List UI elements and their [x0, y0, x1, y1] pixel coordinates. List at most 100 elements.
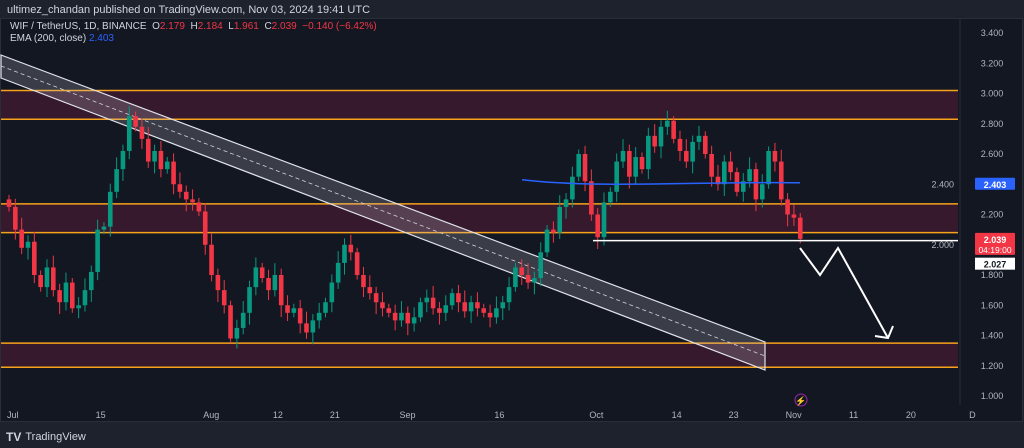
candle-body	[665, 120, 670, 127]
candle-body	[13, 206, 18, 230]
x-tick-label: Oct	[589, 410, 604, 420]
candle-body	[551, 229, 556, 233]
candle-body	[430, 297, 436, 309]
close-label: C	[264, 21, 272, 32]
ema-value: 2.403	[88, 33, 114, 44]
candle-body	[25, 241, 31, 248]
candle-body	[196, 202, 202, 212]
candle-body	[285, 305, 290, 313]
candle-body	[259, 267, 265, 279]
candle-body	[766, 150, 771, 185]
candle-body	[778, 161, 784, 200]
candle-body	[278, 275, 284, 306]
candle-body	[411, 317, 417, 324]
candle-body	[215, 275, 221, 291]
published-by: ultimez_chandan published on TradingView…	[7, 4, 371, 16]
resistance-zone	[1, 203, 958, 233]
last-price-label-bg	[975, 232, 1015, 255]
candle-body	[563, 199, 569, 207]
change-value: −0.140 (−6.42%)	[302, 21, 377, 32]
candle-body	[177, 184, 183, 192]
candle-body	[772, 150, 778, 162]
candle-body	[82, 290, 88, 306]
candle-body	[494, 308, 499, 318]
candle-body	[95, 229, 100, 272]
candle-body	[500, 302, 506, 309]
lightning-event-icon	[794, 393, 808, 407]
candle-body	[608, 191, 613, 203]
candle-body	[443, 305, 449, 313]
candle-body	[652, 135, 657, 147]
candle-body	[671, 120, 676, 139]
candle-body	[247, 287, 252, 313]
brand-name: TradingView	[25, 431, 86, 443]
x-tick-label: 15	[96, 410, 106, 420]
candle-body	[456, 293, 461, 303]
candle-body	[310, 320, 316, 333]
candle-body	[291, 308, 297, 313]
y-tick-label: 1.600	[981, 300, 1004, 310]
candle-body	[57, 290, 62, 303]
candle-body	[38, 275, 43, 288]
candle-body	[595, 214, 600, 238]
candle-body	[620, 150, 626, 162]
candle-body	[63, 282, 69, 303]
candle-body	[202, 211, 208, 245]
candle-body	[627, 150, 632, 177]
candle-body	[209, 244, 214, 275]
candle-body	[759, 184, 765, 200]
support-price-label-bg	[975, 257, 1015, 270]
candle-body	[158, 150, 164, 170]
candle-body	[532, 278, 537, 283]
candle-body	[481, 308, 487, 313]
resistance-zone	[1, 343, 958, 368]
y-tick-label: 2.400	[931, 179, 954, 189]
candle-body	[361, 275, 366, 288]
candle-body	[228, 305, 233, 339]
candle-body	[601, 202, 607, 238]
y-tick-label: 2.800	[981, 119, 1004, 129]
candle-body	[316, 312, 322, 321]
candle-body	[684, 150, 689, 162]
x-tick-label: 11	[849, 410, 858, 420]
candle-body	[544, 229, 550, 253]
countdown-label: 04:19:00	[978, 245, 1011, 255]
y-tick-label: 1.000	[981, 391, 1004, 401]
candle-body	[190, 199, 195, 203]
symbol[interactable]: WIF / TetherUS, 1D, BINANCE	[10, 21, 147, 32]
candle-body	[633, 157, 638, 177]
candle-body	[70, 282, 75, 309]
candle-body	[405, 312, 411, 324]
candle-body	[487, 312, 493, 318]
candle-body	[582, 154, 588, 182]
ema-price-label: 2.403	[984, 180, 1007, 190]
open-value: 2.179	[159, 21, 185, 32]
candle-body	[323, 302, 328, 313]
candle-body	[171, 161, 176, 185]
candle-body	[221, 290, 227, 306]
y-tick-label: 1.400	[981, 331, 1004, 341]
candle-body	[145, 138, 151, 162]
candle-body	[791, 214, 797, 218]
candle-body	[525, 275, 531, 283]
candle-body	[753, 169, 759, 200]
x-tick-label: 23	[729, 410, 739, 420]
x-tick-label: 21	[330, 410, 340, 420]
support-price-label: 2.027	[984, 260, 1007, 270]
candle-body	[88, 271, 94, 291]
candle-body	[797, 217, 803, 239]
descending-channel	[0, 54, 766, 371]
candle-body	[32, 241, 37, 275]
high-value: 2.184	[197, 21, 223, 32]
candle-body	[468, 302, 474, 312]
footer: TV TradingView	[6, 430, 86, 444]
candle-body	[348, 244, 354, 253]
ema-label[interactable]: EMA (200, close)	[10, 33, 87, 44]
candle-body	[677, 138, 683, 151]
candle-body	[709, 154, 714, 177]
candle-body	[576, 154, 581, 177]
candle-body	[76, 305, 81, 309]
candle-body	[304, 323, 309, 333]
candle-body	[513, 267, 518, 288]
